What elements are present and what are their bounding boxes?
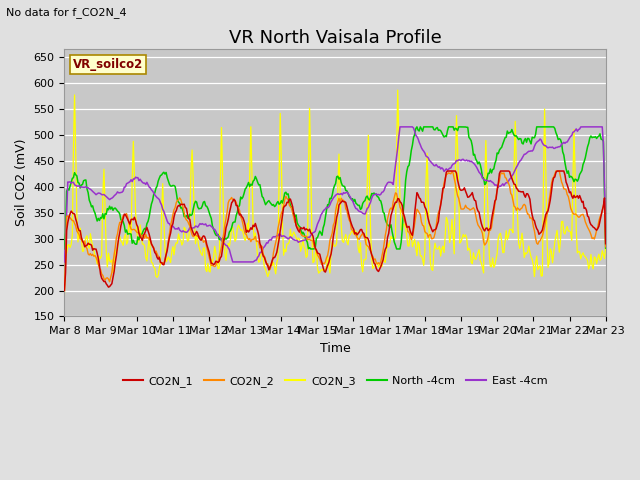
Text: VR_soilco2: VR_soilco2 — [72, 58, 143, 72]
Text: No data for f_CO2N_4: No data for f_CO2N_4 — [6, 7, 127, 18]
Y-axis label: Soil CO2 (mV): Soil CO2 (mV) — [15, 139, 28, 227]
Legend: CO2N_1, CO2N_2, CO2N_3, North -4cm, East -4cm: CO2N_1, CO2N_2, CO2N_3, North -4cm, East… — [118, 372, 552, 391]
Title: VR North Vaisala Profile: VR North Vaisala Profile — [228, 29, 442, 48]
X-axis label: Time: Time — [319, 342, 350, 355]
